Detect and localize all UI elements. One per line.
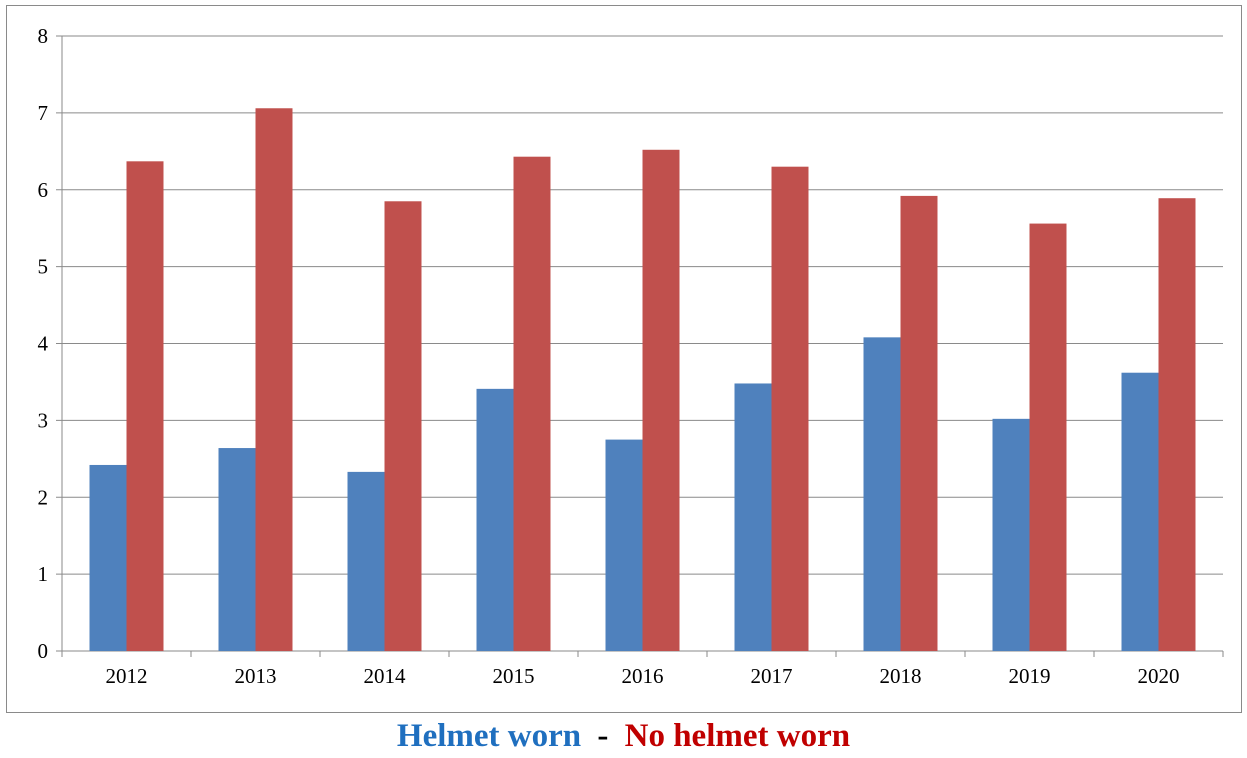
legend-no-helmet-worn: No helmet worn [624,718,851,754]
y-tick-label: 6 [38,178,49,202]
x-tick-label: 2017 [751,664,793,688]
bar-no-helmet-worn-2019 [1029,223,1067,651]
x-tick-label: 2014 [364,664,407,688]
bar-helmet-worn-2018 [863,337,901,651]
y-tick-label: 4 [38,332,49,356]
bar-no-helmet-worn-2014 [384,201,422,651]
bar-helmet-worn-2020 [1121,372,1159,651]
bar-no-helmet-worn-2015 [513,156,551,651]
legend-separator: - [597,718,609,754]
bar-no-helmet-worn-2012 [126,161,164,651]
bar-helmet-worn-2019 [992,418,1030,651]
y-tick-label: 2 [38,485,49,509]
x-tick-label: 2012 [106,664,148,688]
y-tick-label: 1 [38,562,49,586]
y-tick-label: 0 [38,639,49,663]
bar-helmet-worn-2012 [89,464,127,651]
x-tick-label: 2013 [235,664,277,688]
x-tick-label: 2015 [493,664,535,688]
bar-helmet-worn-2013 [218,448,256,651]
x-tick-label: 2019 [1009,664,1051,688]
x-tick-label: 2016 [622,664,664,688]
tick-labels: 0 1 2 3 4 5 6 7 8 2012 2013 2014 2015 2016 2017 2018 201… [38,24,1180,688]
bars [89,108,1196,652]
bar-no-helmet-worn-2018 [900,195,938,651]
legend-caption: Helmet worn - No helmet worn [0,714,1247,758]
y-tick-label: 5 [38,255,49,279]
bar-chart: 0 1 2 3 4 5 6 7 8 2012 2013 2014 2015 2016 2017 2018 201… [38,24,1224,688]
chart-area: 0 1 2 3 4 5 6 7 8 2012 2013 2014 2015 2016 2017 2018 201… [6,5,1242,713]
bar-helmet-worn-2014 [347,471,385,651]
y-tick-label: 3 [38,408,49,432]
y-tick-label: 7 [38,101,49,125]
bar-no-helmet-worn-2017 [771,166,809,651]
x-tick-label: 2020 [1138,664,1180,688]
bar-helmet-worn-2015 [476,388,514,651]
bar-no-helmet-worn-2016 [642,149,680,651]
bar-no-helmet-worn-2013 [255,108,293,651]
bar-no-helmet-worn-2020 [1158,198,1196,652]
bar-helmet-worn-2016 [605,439,643,651]
legend-helmet-worn: Helmet worn [396,718,582,754]
bar-helmet-worn-2017 [734,383,772,651]
x-tick-label: 2018 [880,664,922,688]
y-tick-label: 8 [38,24,49,48]
